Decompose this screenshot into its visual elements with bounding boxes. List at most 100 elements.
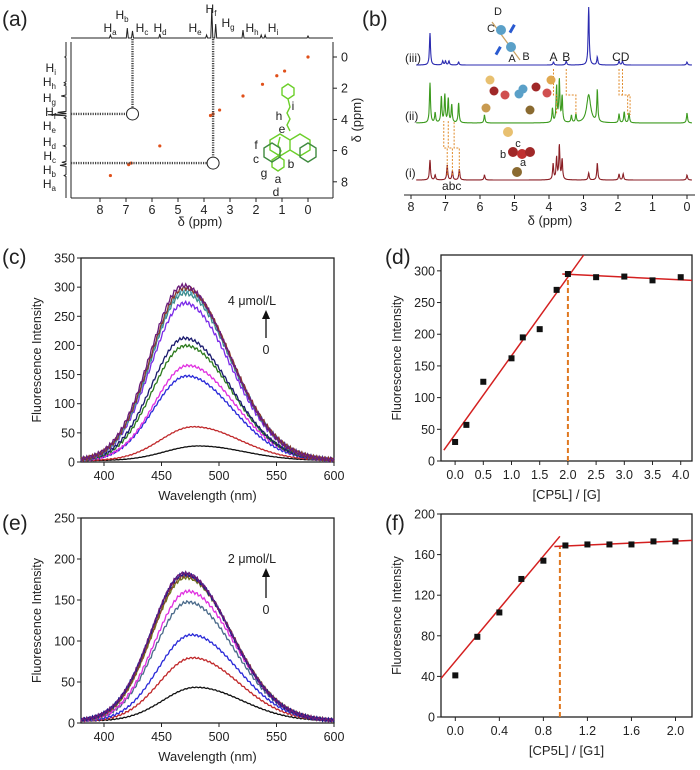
x-tick-label: 2 <box>253 203 260 217</box>
y-tick-label: 350 <box>54 252 75 266</box>
y-tick-label: 250 <box>54 310 75 324</box>
proton-label-top: Ha <box>103 21 117 37</box>
x-axis-label: δ (ppm) <box>178 214 223 229</box>
y-axis-label: Fluorescence Intensity <box>390 295 404 421</box>
x-tick-label: 1.5 <box>531 468 548 482</box>
y-tick-label: 150 <box>414 359 435 373</box>
proton-label-base: H <box>43 91 52 105</box>
spectrum-line <box>80 425 335 462</box>
y-tick-label: 50 <box>61 426 75 440</box>
x-tick-label: 550 <box>266 730 287 744</box>
proton-label-base: H <box>221 16 230 30</box>
proton-label-base: H <box>43 149 52 163</box>
x-tick-label: 1.2 <box>579 724 596 738</box>
arrow-head-icon <box>262 568 270 577</box>
x-tick-label: 0.5 <box>475 468 492 482</box>
linear-fit-line <box>554 539 693 548</box>
spectrum-line <box>80 445 335 462</box>
x-tick-label: 4 <box>546 200 553 214</box>
proton-label-sub: a <box>112 28 117 37</box>
x-tick-label: 600 <box>324 469 345 483</box>
left-projection-spectrum <box>47 42 67 198</box>
chart-f: 0.0 0.4 0.8 1.2 1.6 2.0 0 40 80 120 160 200 [CP5L] /… <box>390 508 693 758</box>
proton-label-base: H <box>268 21 277 35</box>
x-tick-label: 8 <box>97 203 104 217</box>
y-axis-label: Fluoresence Intensity <box>390 555 404 675</box>
y-tick-label: 200 <box>414 328 435 342</box>
diagonal-peak <box>275 74 279 78</box>
x-tick-label: 7 <box>123 203 130 217</box>
data-point <box>677 274 684 281</box>
x-tick-label: 6 <box>477 200 484 214</box>
cartoon-label: D <box>494 6 502 18</box>
molecule-cartoon-icon <box>491 21 521 61</box>
structure-atom-label: d <box>273 185 280 199</box>
cartoon-label: c <box>515 138 521 150</box>
proton-label-base: H <box>45 105 54 119</box>
y-tick-label: 250 <box>54 512 75 526</box>
proton-label-sub: e <box>52 126 57 135</box>
proton-label-base: H <box>43 163 52 177</box>
cartoon-label: A <box>508 53 516 65</box>
diagonal-peak <box>158 144 162 148</box>
data-point <box>621 273 628 280</box>
x-tick-label: 2.0 <box>667 724 684 738</box>
proton-label-sub: b <box>124 15 129 24</box>
x-tick-label: 0 <box>305 203 312 217</box>
proton-label-left: Hg <box>43 91 56 107</box>
x-tick-label: 0.8 <box>535 724 552 738</box>
proton-label-base: H <box>153 21 162 35</box>
data-point <box>480 378 487 385</box>
linear-fit-line <box>443 254 585 451</box>
shift-connector-line <box>443 121 448 175</box>
proton-label-top: Hb <box>115 8 129 24</box>
y-tick-label: 8 <box>341 175 348 189</box>
cartoon-label: B <box>522 51 529 63</box>
data-point <box>536 326 543 333</box>
y-tick-label: 120 <box>414 589 435 603</box>
y-tick-label: 0 <box>428 455 435 469</box>
x-tick-label: 8 <box>408 200 415 214</box>
y-tick-label: 150 <box>54 368 75 382</box>
structure-atom-label: e <box>279 122 286 136</box>
x-tick-label: 0 <box>684 200 691 214</box>
panel-label: (a) <box>2 8 28 31</box>
x-axis-label: Wavelength (nm) <box>158 488 257 503</box>
data-point <box>562 542 569 549</box>
spectrum-label: (ii) <box>405 109 418 123</box>
proton-label-base: H <box>188 21 197 35</box>
y-axis-label: Fluorescence Intensity <box>30 297 44 423</box>
nmr-spectrum-line <box>416 6 692 66</box>
shift-connector-line <box>453 121 460 175</box>
y-tick-label: 300 <box>54 281 75 295</box>
plot-frame <box>440 254 693 462</box>
panel-label: (c) <box>2 246 27 269</box>
spectrum-label: (iii) <box>405 51 421 65</box>
y-tick-label: 6 <box>341 144 348 158</box>
y-tick-label: 100 <box>54 635 75 649</box>
x-tick-label: 400 <box>94 469 115 483</box>
data-point <box>584 541 591 548</box>
data-point <box>452 672 459 679</box>
data-point <box>508 355 515 362</box>
proton-label-sub: e <box>197 28 202 37</box>
data-point <box>540 557 547 564</box>
y-tick-label: 40 <box>421 670 435 684</box>
proton-label-sub: d <box>52 142 56 151</box>
concentration-label: 4 μmol/L <box>228 294 276 308</box>
x-tick-label: 3.5 <box>644 468 661 482</box>
y-tick-label: 0 <box>341 51 348 65</box>
proton-label-base: H <box>115 8 124 22</box>
x-tick-label: 4.0 <box>672 468 689 482</box>
y-tick-label: 80 <box>421 629 435 643</box>
shift-connector-line <box>565 69 577 115</box>
proton-label-left: Hd <box>43 135 56 151</box>
structure-atom-label: b <box>288 157 295 171</box>
arrow-head-icon <box>262 310 270 319</box>
y-tick-label: 200 <box>414 508 435 522</box>
molecule-structure-icon <box>263 83 317 172</box>
structure-atom-label: c <box>253 152 259 166</box>
proton-label-sub: f <box>214 9 217 18</box>
